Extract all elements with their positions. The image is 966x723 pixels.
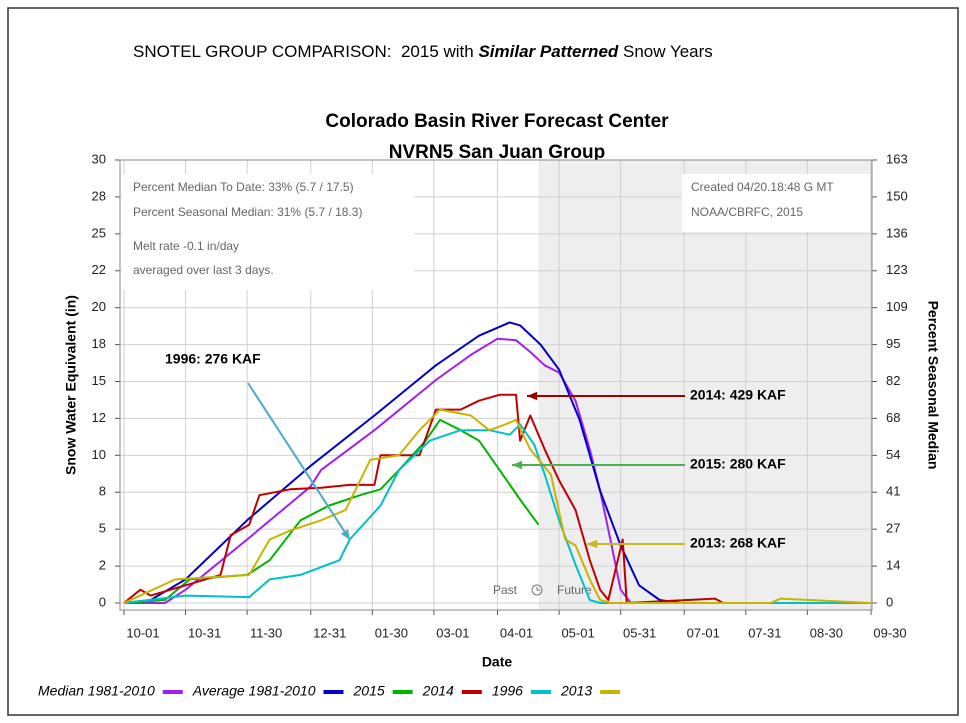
series-line xyxy=(123,408,872,604)
series-line xyxy=(123,393,871,604)
x-tick-label: 05-31 xyxy=(623,625,656,640)
x-tick-label: 11-30 xyxy=(250,625,282,640)
y-tick-label: 30 xyxy=(92,151,106,166)
y-axis-label: Snow Water Equivalent (in) xyxy=(63,295,79,475)
x-tick-label: 04-01 xyxy=(500,625,533,640)
legend-label: Average 1981-2010 xyxy=(192,683,316,699)
annotation: 2014: 429 KAF xyxy=(690,387,786,403)
x-tick-label: 12-31 xyxy=(313,625,346,640)
x-axis-label: Date xyxy=(482,654,513,670)
info-text: Percent Seasonal Median: 31% (5.7 / 18.3… xyxy=(133,205,362,219)
y2-axis-label: Percent Seasonal Median xyxy=(925,301,941,470)
annotation-arrow xyxy=(247,382,351,541)
x-tick-label: 05-01 xyxy=(561,625,594,640)
y-tick-label: 10 xyxy=(92,447,106,462)
legend-label: 2015 xyxy=(353,683,385,699)
clock-hands xyxy=(536,587,540,591)
y-tick-label: 0 xyxy=(99,594,106,609)
legend-label: 2013 xyxy=(560,683,592,699)
y2-tick-label: 150 xyxy=(886,188,908,203)
legend-label: 1996 xyxy=(492,683,523,699)
y2-tick-label: 95 xyxy=(886,336,900,351)
x-tick-label: 07-31 xyxy=(748,625,781,640)
y2-tick-label: 54 xyxy=(886,447,900,462)
series-line xyxy=(123,321,871,604)
y2-tick-label: 14 xyxy=(886,558,900,573)
y2-tick-label: 68 xyxy=(886,410,900,425)
legend-label: 2014 xyxy=(422,683,454,699)
y-tick-label: 25 xyxy=(92,225,106,240)
series-line xyxy=(123,423,871,604)
y-tick-label: 15 xyxy=(92,373,106,388)
x-tick-label: 08-30 xyxy=(810,625,843,640)
plot-area: 0258101215182022252830014274154688295109… xyxy=(92,151,908,640)
x-tick-label: 10-01 xyxy=(126,625,159,640)
slide-title-part: SNOTEL GROUP COMPARISON: 2015 with xyxy=(133,42,478,61)
forecast-region xyxy=(538,160,872,610)
chart-subtitle: NVRN5 San Juan Group xyxy=(389,142,605,163)
info-text: averaged over last 3 days. xyxy=(133,263,274,277)
slide-title-part: Snow Years xyxy=(618,42,713,61)
y2-tick-label: 123 xyxy=(886,262,908,277)
x-tick-label: 01-30 xyxy=(375,625,408,640)
created-box xyxy=(682,174,870,232)
x-tick-label: 03-01 xyxy=(436,625,469,640)
x-tick-label: 10-31 xyxy=(188,625,221,640)
x-tick-label: 07-01 xyxy=(687,625,720,640)
y-tick-label: 18 xyxy=(92,336,106,351)
y2-tick-label: 163 xyxy=(886,151,908,166)
arrow-head xyxy=(587,539,598,549)
y2-tick-label: 136 xyxy=(886,225,908,240)
info-text: Percent Median To Date: 33% (5.7 / 17.5) xyxy=(133,180,354,194)
info-box xyxy=(122,174,414,290)
series-line xyxy=(124,337,871,604)
y2-tick-label: 41 xyxy=(886,484,900,499)
annotation: 1996: 276 KAF xyxy=(165,351,261,367)
slide-title-part: Similar Patterned xyxy=(478,42,618,61)
created-text: NOAA/CBRFC, 2015 xyxy=(691,205,803,219)
y2-tick-label: 27 xyxy=(886,521,900,536)
legend: Median 1981-2010 Average 1981-2010 2015 201… xyxy=(38,683,621,699)
arrow-head xyxy=(527,391,538,401)
legend-label: Median 1981-2010 xyxy=(38,683,155,699)
y-tick-label: 8 xyxy=(99,484,106,499)
y-tick-label: 12 xyxy=(92,410,106,425)
y-tick-label: 20 xyxy=(92,299,106,314)
clock-icon xyxy=(531,584,543,596)
y2-tick-label: 109 xyxy=(886,299,908,314)
y2-tick-label: 82 xyxy=(886,373,900,388)
past-label: Past xyxy=(493,583,518,597)
y-tick-label: 2 xyxy=(99,558,106,573)
annotation: 2015: 280 KAF xyxy=(690,456,786,472)
arrow-head xyxy=(512,460,523,470)
future-label: Future xyxy=(557,583,592,597)
chart-title: Colorado Basin River Forecast Center xyxy=(325,111,669,132)
x-tick-label: 09-30 xyxy=(873,625,906,640)
created-text: Created 04/20.18:48 G MT xyxy=(691,180,834,194)
info-text: Melt rate -0.1 in/day xyxy=(133,239,239,253)
y2-tick-label: 0 xyxy=(886,594,893,609)
plot-frame xyxy=(119,159,873,611)
arrow-head xyxy=(340,529,350,540)
annotation: 2013: 268 KAF xyxy=(690,535,786,551)
slide-title: SNOTEL GROUP COMPARISON: 2015 with Simil… xyxy=(133,42,713,61)
y-tick-label: 28 xyxy=(92,188,106,203)
y-tick-label: 22 xyxy=(92,262,106,277)
y-tick-label: 5 xyxy=(99,521,106,536)
